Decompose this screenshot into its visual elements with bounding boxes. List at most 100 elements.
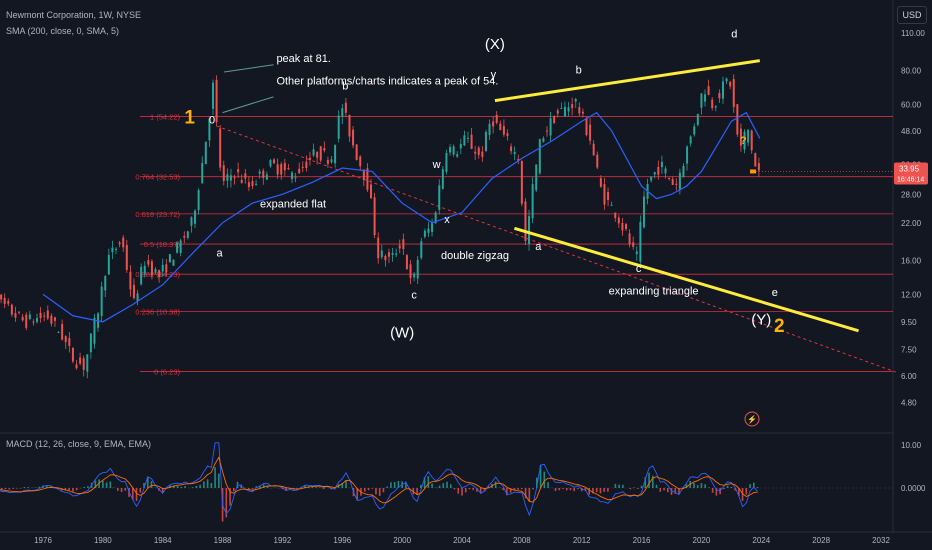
macd-bar bbox=[468, 488, 471, 490]
candle-body bbox=[247, 182, 250, 188]
candle-body bbox=[402, 239, 405, 250]
macd-bar bbox=[565, 488, 568, 491]
candle-body bbox=[334, 144, 337, 164]
candle-body bbox=[280, 164, 283, 175]
candle-body bbox=[168, 254, 171, 263]
candle-body bbox=[50, 315, 53, 324]
candle-body bbox=[64, 336, 67, 343]
candle-body bbox=[409, 264, 412, 279]
macd-bar bbox=[386, 486, 388, 488]
candle-body bbox=[319, 146, 322, 161]
wave-annotation: w bbox=[432, 159, 441, 171]
macd-bar bbox=[562, 488, 564, 489]
price-axis-tick-label: 7.50 bbox=[901, 346, 917, 355]
macd-bar bbox=[345, 480, 347, 488]
candle-body bbox=[111, 247, 114, 253]
macd-bar bbox=[517, 488, 519, 490]
macd-bar bbox=[659, 488, 662, 492]
candle-body bbox=[0, 294, 3, 300]
annotation-arrow bbox=[222, 96, 274, 114]
time-axis-tick-label: 1988 bbox=[214, 536, 232, 545]
macd-bar bbox=[524, 488, 527, 499]
macd-bar bbox=[453, 488, 456, 490]
candle-body bbox=[211, 82, 214, 109]
fib-level-label: 0.236 (10.38) bbox=[135, 307, 180, 316]
macd-bar bbox=[449, 484, 452, 488]
macd-bar bbox=[315, 487, 317, 488]
macd-bar bbox=[599, 488, 602, 494]
candle-body bbox=[596, 154, 599, 168]
candle-body bbox=[556, 110, 559, 114]
sma-line bbox=[42, 111, 761, 323]
currency-button[interactable]: USD bbox=[897, 6, 927, 24]
macd-bar bbox=[124, 488, 127, 491]
macd-bar bbox=[206, 479, 209, 488]
macd-bar bbox=[382, 488, 385, 493]
candle-body bbox=[75, 364, 78, 369]
candle-body bbox=[571, 104, 574, 109]
price-candles bbox=[0, 74, 760, 379]
yellow-trendline bbox=[494, 59, 761, 103]
candle-body bbox=[3, 297, 6, 304]
candle-body bbox=[312, 149, 315, 156]
candle-body bbox=[610, 204, 613, 206]
candle-body bbox=[125, 244, 128, 270]
candle-body bbox=[323, 148, 326, 151]
macd-bar bbox=[666, 488, 669, 493]
macd-bar bbox=[180, 486, 183, 488]
candle-body bbox=[405, 255, 408, 270]
macd-bar bbox=[741, 488, 744, 501]
candle-body bbox=[592, 143, 595, 156]
candle-body bbox=[330, 159, 333, 163]
candle-body bbox=[359, 156, 362, 167]
macd-bar bbox=[532, 488, 534, 490]
macd-bar bbox=[255, 486, 258, 488]
macd-bar bbox=[266, 485, 269, 488]
candle-body bbox=[229, 175, 232, 181]
price-badge-value: 33.95 bbox=[899, 164, 920, 173]
macd-bar bbox=[528, 488, 531, 502]
macd-bar bbox=[715, 488, 718, 496]
candle-body bbox=[93, 317, 96, 344]
candle-body bbox=[441, 169, 444, 189]
macd-bar bbox=[397, 480, 400, 488]
macd-bar bbox=[117, 488, 119, 491]
candle-body bbox=[226, 174, 229, 181]
candle-body bbox=[621, 222, 624, 231]
macd-bar bbox=[711, 488, 714, 493]
candle-body bbox=[82, 358, 85, 370]
time-axis-tick-label: 2032 bbox=[872, 536, 890, 545]
candle-body bbox=[301, 166, 304, 168]
macd-bar bbox=[259, 485, 261, 488]
candle-body bbox=[528, 216, 531, 244]
macd-bar bbox=[232, 488, 235, 492]
macd-bar bbox=[319, 487, 321, 488]
candle-body bbox=[635, 251, 638, 255]
candle-body bbox=[398, 245, 401, 249]
fib-level-label: 0.5 (18.37) bbox=[144, 240, 181, 249]
candle-body bbox=[132, 284, 135, 299]
candle-body bbox=[305, 161, 308, 169]
wave-annotation: (W) bbox=[390, 325, 414, 342]
candle-body bbox=[520, 160, 523, 204]
wave-annotation: a bbox=[217, 248, 224, 260]
candle-body bbox=[585, 118, 588, 136]
candle-body bbox=[506, 133, 509, 137]
last-price-marker bbox=[750, 169, 756, 174]
candle-body bbox=[714, 106, 717, 108]
macd-bar bbox=[341, 482, 344, 488]
price-axis-tick-label: 80.00 bbox=[901, 67, 922, 76]
price-axis-tick-label: 60.00 bbox=[901, 100, 922, 109]
time-axis-tick-label: 2028 bbox=[812, 536, 830, 545]
candle-body bbox=[678, 172, 681, 190]
candle-body bbox=[700, 93, 703, 108]
candle-body bbox=[61, 323, 64, 340]
annotation-arrow bbox=[223, 64, 274, 73]
macd-signal-line bbox=[0, 456, 758, 504]
candle-body bbox=[438, 185, 441, 210]
macd-bar bbox=[461, 488, 463, 496]
candle-body bbox=[668, 177, 671, 179]
candle-body bbox=[14, 313, 17, 318]
macd-bar bbox=[723, 488, 725, 490]
